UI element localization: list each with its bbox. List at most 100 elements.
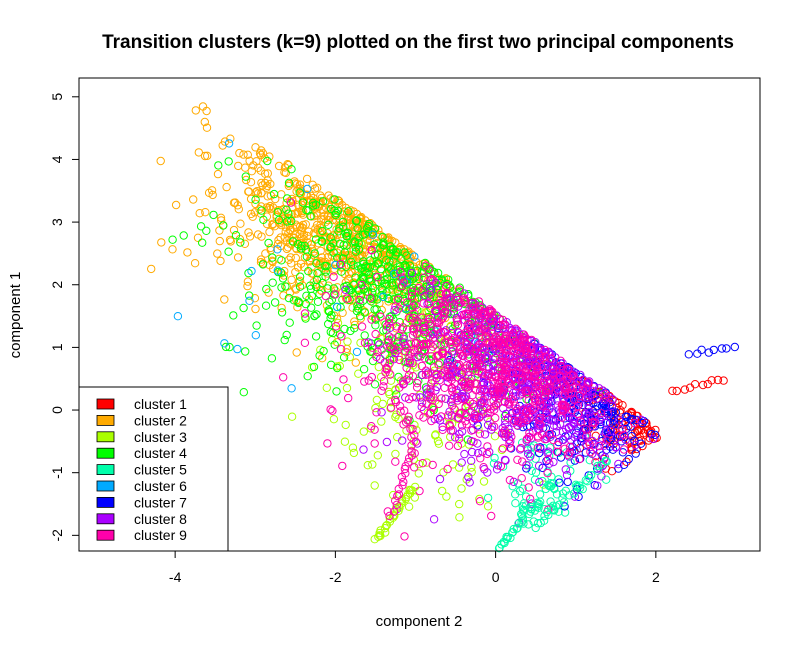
data-point [545,429,554,439]
data-point [415,486,424,496]
data-point [495,384,504,393]
data-point [387,334,397,343]
data-point [462,475,471,484]
data-point [402,363,411,373]
data-point [338,217,348,227]
data-point [437,486,447,496]
data-point [343,215,353,225]
data-point [341,420,350,430]
data-point [488,377,498,386]
data-point [601,427,611,436]
data-point [378,232,387,242]
data-point [379,240,388,250]
data-point [482,352,491,361]
data-point [351,225,360,235]
data-point [440,308,449,317]
data-point [365,262,375,272]
data-point [521,343,531,352]
data-point [455,409,465,418]
data-point [435,474,445,484]
data-point [558,494,567,503]
data-point [354,369,363,378]
data-point [427,379,436,388]
data-point [270,298,280,307]
data-point [384,314,394,324]
data-point [461,383,470,392]
data-point [329,415,339,424]
data-point [444,294,454,304]
data-point [383,507,392,516]
data-point [611,443,620,452]
data-point [395,331,404,340]
data-point [277,283,286,292]
data-point [417,287,426,296]
data-point [690,380,700,389]
data-point [371,321,380,330]
data-point [422,458,431,467]
data-point [244,228,253,237]
data-point [479,477,489,486]
data-point [317,274,326,283]
data-point [475,386,485,395]
data-point [222,182,231,192]
data-point [224,247,233,256]
data-point [428,276,438,285]
data-point [322,261,331,271]
data-point [509,477,518,486]
data-point [559,400,568,410]
data-point [398,481,407,490]
data-point [475,429,485,438]
data-point [562,470,572,480]
x-tick-label: 2 [652,569,660,585]
data-point [552,490,562,499]
data-point [440,371,449,380]
data-point [462,309,471,318]
data-point [597,433,607,442]
data-point [545,459,554,468]
data-point [442,492,451,501]
data-point [432,352,441,361]
data-point [239,303,248,313]
data-point [562,384,571,393]
data-point [328,215,337,225]
data-point [467,456,476,465]
data-point [400,260,409,270]
data-point [552,447,562,456]
data-point [507,368,517,377]
data-point [304,267,313,276]
data-point [570,456,580,465]
data-point [363,461,372,470]
data-point [408,303,417,312]
data-point [517,418,526,427]
data-point [485,332,494,341]
data-point [419,273,428,282]
data-point [294,297,303,306]
data-point [535,477,544,487]
data-point [234,161,243,171]
data-point [453,441,463,451]
data-point [377,417,386,426]
data-point [538,378,547,388]
data-point [475,340,484,350]
data-point [243,281,252,291]
data-point [517,474,526,483]
data-point [280,168,289,177]
data-point [434,439,444,448]
data-point [522,464,531,473]
data-point [349,448,359,458]
data-point [383,274,392,283]
data-point [251,199,260,209]
data-point [680,385,689,394]
data-point [406,424,415,434]
data-point [373,250,383,259]
data-point [372,395,382,405]
data-point [168,245,177,254]
data-point [414,469,423,478]
data-point [236,238,245,247]
legend-swatch [96,414,115,426]
data-point [295,180,305,189]
data-point [394,342,404,351]
data-point [518,374,527,383]
data-point [268,219,278,229]
data-point [503,413,513,423]
